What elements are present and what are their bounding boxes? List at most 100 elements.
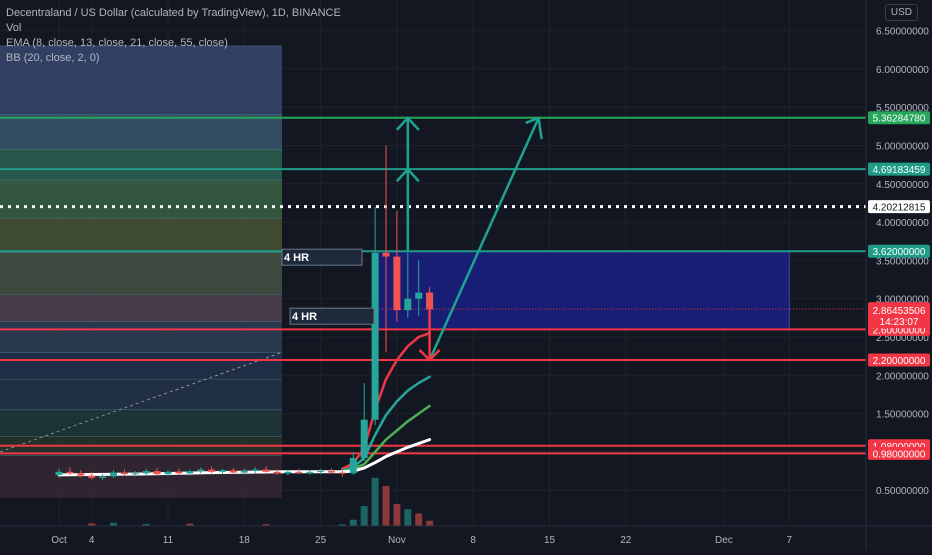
legend-indicator-bb[interactable]: BB (20, close, 2, 0) xyxy=(6,52,100,64)
candle-body xyxy=(262,469,270,472)
candle-body xyxy=(120,472,128,475)
candle-body xyxy=(317,471,325,473)
candle-body xyxy=(55,471,63,475)
level-price-tag-bg xyxy=(868,162,930,176)
fib-band xyxy=(0,149,282,180)
target-zone xyxy=(374,250,790,330)
fib-band xyxy=(0,409,282,437)
legend-indicator-ema[interactable]: EMA (8, close, 13, close, 21, close, 55,… xyxy=(6,37,228,49)
timeframe-annotation-box xyxy=(281,248,363,266)
volume-bar xyxy=(338,524,346,526)
level-price-tag: 0.98000000 xyxy=(873,449,926,460)
candle-body xyxy=(164,471,172,475)
y-tick-label: 4.00000000 xyxy=(876,218,929,229)
candle-body xyxy=(153,471,161,475)
candle-body xyxy=(186,471,194,474)
level-price-tag: 2.60000000 xyxy=(873,325,926,336)
level-price-tag: 4.20212815 xyxy=(873,203,926,214)
ema-8-line xyxy=(341,331,431,471)
fib-band xyxy=(0,379,282,410)
y-tick-label: 4.50000000 xyxy=(876,180,929,191)
candle-body xyxy=(349,458,357,474)
volume-bar xyxy=(88,523,96,526)
volume-bar xyxy=(110,522,117,526)
timeframe-annotation: 4 HR xyxy=(292,311,317,323)
level-price-tag-bg xyxy=(868,244,930,258)
candle-body xyxy=(306,471,314,473)
candle-body xyxy=(219,470,226,472)
y-tick-label: 6.50000000 xyxy=(876,27,929,38)
candle-body xyxy=(175,471,183,474)
candle-body xyxy=(371,252,379,420)
y-tick-label: 5.50000000 xyxy=(876,103,929,114)
y-tick-label: 3.50000000 xyxy=(876,256,929,267)
legend-indicator-vol[interactable]: Vol xyxy=(6,22,22,34)
level-price-tag: 3.62000000 xyxy=(873,247,926,258)
volume-bar xyxy=(349,519,357,526)
projection-arrow-up-head xyxy=(395,116,420,131)
candle-body xyxy=(328,471,335,473)
candle-body xyxy=(251,469,259,472)
candle-body xyxy=(208,469,216,472)
level-price-tag: 2.20000000 xyxy=(873,356,926,367)
candle-body xyxy=(99,476,107,478)
volume-bar xyxy=(426,520,434,526)
x-tick-label: 25 xyxy=(315,535,327,546)
fib-band xyxy=(0,294,282,322)
candle-body xyxy=(197,469,205,472)
candle-body xyxy=(142,471,150,474)
ema-13-line xyxy=(341,375,431,472)
volume-bar xyxy=(404,509,412,526)
candle-body xyxy=(404,298,412,311)
level-price-tag-bg xyxy=(868,353,930,367)
volume-bar xyxy=(415,513,423,526)
x-tick-label: Oct xyxy=(51,535,67,546)
ema-21-line xyxy=(341,404,431,473)
candle-body xyxy=(284,471,292,474)
candle-body xyxy=(88,475,96,478)
x-tick-label: 18 xyxy=(239,535,251,546)
y-tick-label: 2.00000000 xyxy=(876,371,929,382)
candle-body xyxy=(273,471,281,474)
volume-bar xyxy=(393,503,401,526)
fib-band xyxy=(0,352,282,380)
x-tick-label: 22 xyxy=(620,535,632,546)
timeframe-annotation: 4 HR xyxy=(284,252,309,264)
level-price-tag-bg xyxy=(868,200,930,214)
y-tick-label: 2.50000000 xyxy=(876,333,929,344)
projection-arrow-diagonal-head xyxy=(525,116,543,140)
candle-body xyxy=(338,472,346,474)
legend-title[interactable]: Decentraland / US Dollar (calculated by … xyxy=(6,7,341,19)
chart-legend: Decentraland / US Dollar (calculated by … xyxy=(6,6,341,66)
candle-body xyxy=(295,471,303,473)
fib-band xyxy=(0,218,282,253)
candle-body xyxy=(382,252,390,257)
candle-body xyxy=(131,473,139,475)
fib-band xyxy=(0,114,282,150)
x-tick-label: 15 xyxy=(544,535,556,546)
level-price-tag-bg xyxy=(868,446,930,460)
timeframe-annotation-box xyxy=(289,307,375,325)
y-tick-label: 6.00000000 xyxy=(876,65,929,76)
projection-arrow-diagonal xyxy=(428,117,540,361)
x-tick-label: 4 xyxy=(89,535,95,546)
y-tick-label: 0.50000000 xyxy=(876,486,929,497)
candle-body xyxy=(393,256,401,311)
volume-bar xyxy=(262,524,270,526)
y-tick-label: 5.00000000 xyxy=(876,142,929,153)
candle-body xyxy=(240,471,248,473)
y-tick-label: 3.00000000 xyxy=(876,295,929,306)
x-tick-label: Nov xyxy=(388,535,406,546)
candle-body xyxy=(77,473,85,476)
level-price-tag: 5.36284780 xyxy=(873,114,926,125)
candle-body xyxy=(110,472,117,477)
candle-body xyxy=(426,292,434,310)
trend-line-dashed xyxy=(0,351,283,453)
x-tick-label: 7 xyxy=(787,535,793,546)
fib-band xyxy=(0,321,282,353)
volume-bar xyxy=(186,523,194,526)
fib-band xyxy=(0,252,282,295)
currency-button[interactable]: USD xyxy=(884,4,918,21)
